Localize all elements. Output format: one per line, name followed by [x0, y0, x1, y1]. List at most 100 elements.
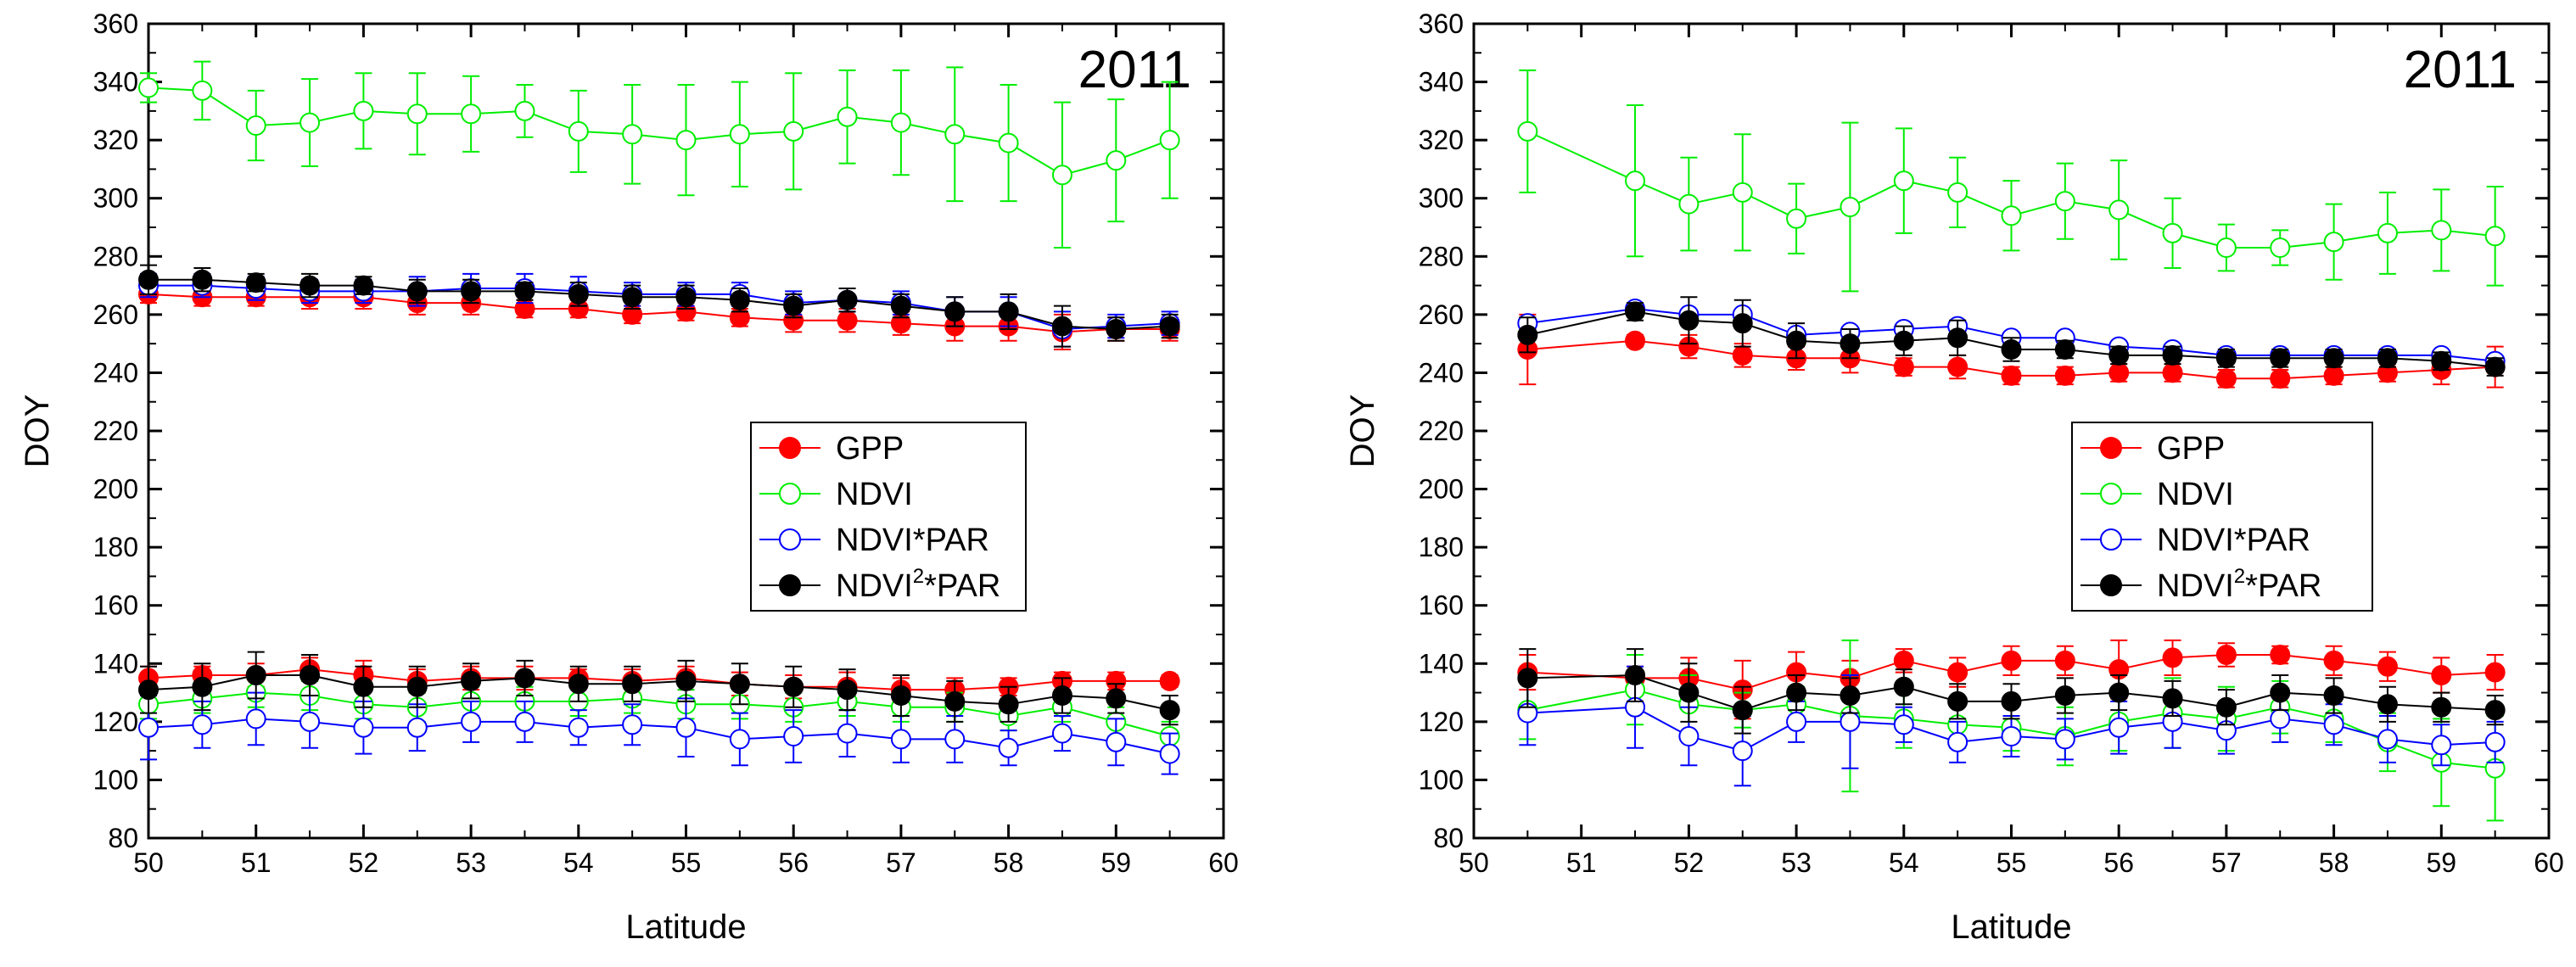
data-point: [2162, 344, 2183, 366]
legend-entry: NDVI*PAR: [759, 523, 989, 558]
data-point: [406, 103, 428, 125]
legend: GPP NDVI NDVI*PAR NDVI2*PAR: [2071, 422, 2373, 612]
data-point: [2001, 650, 2022, 671]
data-point: [2215, 238, 2237, 258]
series-ndvi2-par-autumn: [1517, 296, 2506, 377]
data-point: [353, 717, 374, 738]
data-point: [568, 283, 589, 305]
data-point: [2054, 365, 2075, 386]
y-tick-label: 100: [1419, 764, 1464, 795]
left-chart-panel: 50 51 52 53 54 55 56 57 58 59 60 80 100 120 140 160 180 2…: [19, 8, 1239, 946]
data-point: [192, 676, 213, 697]
data-point: [192, 269, 213, 290]
data-point: [1106, 319, 1127, 339]
data-point: [1517, 120, 1538, 142]
x-tick-label: 59: [1101, 847, 1132, 878]
legend-label: NDVI*PAR: [836, 523, 989, 558]
data-point: [2108, 344, 2130, 366]
data-point: [2162, 362, 2183, 383]
series-ndvi2-par-spring: [138, 651, 1180, 726]
data-point: [192, 714, 213, 735]
chart-title-year: 2011: [2404, 41, 2517, 99]
data-point: [1893, 676, 1914, 697]
data-point: [2270, 368, 2291, 389]
data-point: [2054, 729, 2075, 750]
data-point: [406, 676, 428, 697]
data-point: [783, 726, 804, 746]
x-tick-label: 54: [1889, 847, 1919, 878]
y-tick-label: 320: [93, 125, 138, 155]
data-point: [1786, 711, 1807, 732]
data-point: [461, 103, 482, 125]
legend-marker: [779, 483, 801, 505]
right-chart-panel: 50 51 52 53 54 55 56 57 58 59 60 80 100 120 140 160 180 2…: [1344, 8, 2564, 946]
y-tick-label: 80: [1433, 823, 1464, 853]
data-point: [138, 679, 159, 701]
data-point: [245, 272, 266, 293]
y-tick-label: 240: [1419, 357, 1464, 388]
data-point: [138, 77, 159, 98]
y-axis-title: DOY: [19, 394, 56, 468]
y-tick-label: 80: [108, 823, 138, 853]
data-point: [783, 295, 804, 316]
data-point: [1893, 330, 1914, 351]
y-tick-label: 180: [1419, 532, 1464, 562]
data-point: [837, 679, 858, 701]
data-point: [998, 132, 1019, 154]
y-tick-label: 120: [93, 707, 138, 737]
legend-marker: [779, 574, 801, 596]
legend-label: NDVI2*PAR: [836, 565, 1000, 604]
y-tick-label: 300: [93, 183, 138, 214]
data-point: [1947, 662, 1968, 683]
data-point: [837, 106, 858, 127]
data-point: [2484, 731, 2506, 752]
data-point: [2377, 694, 2398, 715]
data-point: [461, 281, 482, 302]
y-tick-label: 260: [1419, 299, 1464, 330]
data-point: [2001, 339, 2022, 360]
data-point: [1625, 330, 1646, 351]
data-point: [1893, 170, 1914, 192]
data-point: [1517, 668, 1538, 689]
data-point: [944, 690, 966, 712]
data-point: [622, 287, 643, 308]
data-point: [1678, 310, 1700, 331]
y-tick-label: 360: [1419, 8, 1464, 39]
chart-title-year: 2011: [1078, 41, 1191, 99]
legend-label: GPP: [836, 431, 904, 467]
data-point: [1893, 650, 1914, 671]
x-tick-label: 55: [671, 847, 702, 878]
data-point: [1625, 170, 1646, 192]
x-tick-label: 52: [349, 847, 379, 878]
y-tick-label: 200: [1419, 474, 1464, 505]
legend: GPP NDVI NDVI*PAR NDVI2*PAR: [750, 422, 1027, 612]
legend-entry: GPP: [2080, 431, 2225, 467]
data-point: [1678, 193, 1700, 215]
x-tick-label: 54: [563, 847, 594, 878]
y-axis-title: DOY: [1344, 394, 1381, 468]
data-point: [2431, 350, 2452, 372]
legend-label: GPP: [2157, 431, 2225, 467]
legend-box: [2071, 422, 2373, 612]
data-point: [2431, 665, 2452, 685]
data-point: [1625, 665, 1646, 685]
data-point: [890, 295, 911, 316]
x-tick-label: 60: [1208, 847, 1239, 878]
data-point: [1732, 182, 1753, 203]
x-tick-label: 57: [2211, 847, 2242, 878]
x-tick-label: 56: [2103, 847, 2134, 878]
data-point: [2162, 647, 2183, 668]
data-point: [2377, 656, 2398, 677]
data-point: [2484, 226, 2506, 247]
data-point: [783, 676, 804, 697]
data-point: [2108, 682, 2130, 703]
data-point: [1732, 741, 1753, 762]
legend-marker: [2100, 437, 2122, 459]
series-ndvi-autumn: [1517, 69, 2506, 293]
legend-entry: NDVI: [759, 477, 913, 512]
data-point: [568, 674, 589, 695]
data-point: [729, 729, 750, 750]
y-tick-label: 300: [1419, 183, 1464, 214]
series-ndvi2-par-autumn: [138, 264, 1180, 348]
y-tick-label: 340: [1419, 67, 1464, 98]
